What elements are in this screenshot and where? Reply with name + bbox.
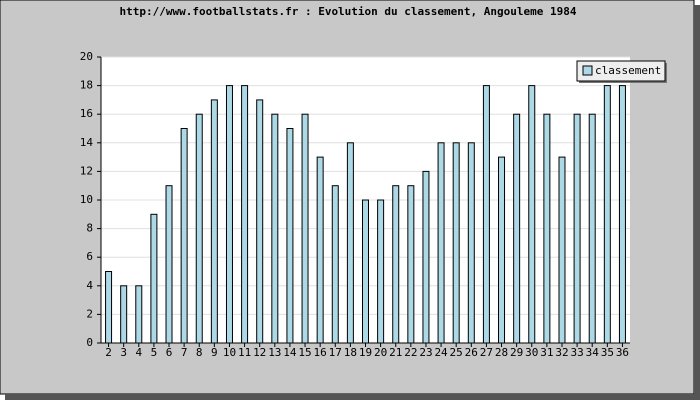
bar: [482, 85, 490, 344]
bar: [346, 142, 354, 344]
bar: [135, 285, 143, 344]
bar: [407, 185, 415, 344]
x-tick-label: 4: [135, 346, 142, 359]
x-tick-label: 20: [374, 346, 387, 359]
y-tick-label: 12: [80, 164, 93, 177]
bar: [603, 85, 611, 344]
x-tick-label: 31: [540, 346, 553, 359]
bar: [392, 185, 400, 344]
bar: [422, 170, 430, 344]
bar: [588, 113, 596, 344]
x-tick-label: 9: [211, 346, 218, 359]
bar: [467, 142, 475, 344]
bar: [271, 113, 279, 344]
y-tick-label: 8: [86, 222, 93, 235]
shadow: [694, 5, 700, 400]
y-tick-label: 0: [86, 336, 93, 349]
bar: [301, 113, 309, 344]
x-tick-label: 24: [434, 346, 448, 359]
x-tick-label: 6: [166, 346, 173, 359]
bar: [362, 199, 369, 344]
x-tick-label: 18: [344, 346, 357, 359]
x-tick-label: 14: [283, 346, 297, 359]
bar: [573, 113, 581, 344]
x-tick-label: 10: [223, 346, 236, 359]
bar: [618, 85, 626, 344]
bar: [558, 156, 566, 344]
y-tick-label: 6: [86, 250, 93, 263]
x-tick-label: 16: [314, 346, 327, 359]
x-tick-label: 19: [359, 346, 372, 359]
y-tick-label: 16: [80, 107, 93, 120]
x-tick-label: 5: [151, 346, 158, 359]
x-tick-label: 35: [601, 346, 614, 359]
bar: [165, 185, 173, 344]
x-tick-label: 22: [404, 346, 417, 359]
chart-title: http://www.footballstats.fr : Evolution …: [120, 5, 577, 18]
y-tick-label: 18: [80, 79, 93, 92]
y-tick-label: 4: [86, 279, 93, 292]
x-tick-label: 15: [298, 346, 311, 359]
bar: [105, 271, 113, 344]
x-tick-label: 26: [465, 346, 478, 359]
x-tick-label: 11: [238, 346, 251, 359]
bar: [452, 142, 460, 344]
x-tick-label: 30: [525, 346, 538, 359]
x-tick-label: 3: [120, 346, 127, 359]
y-tick-label: 20: [80, 50, 93, 63]
bar: [225, 85, 233, 344]
bar: [543, 113, 551, 344]
legend-label: classement: [595, 64, 661, 77]
bar: [377, 199, 385, 344]
y-tick-label: 2: [86, 307, 93, 320]
x-tick-label: 34: [586, 346, 600, 359]
y-tick-label: 14: [80, 136, 94, 149]
bar: [437, 142, 445, 344]
shadow: [5, 394, 700, 400]
x-tick-label: 13: [268, 346, 281, 359]
legend-swatch: [582, 65, 593, 76]
y-tick-label: 10: [80, 193, 93, 206]
bar: [210, 99, 218, 344]
bar: [120, 285, 128, 344]
legend: [576, 60, 666, 82]
x-tick-label: 36: [616, 346, 629, 359]
bar: [195, 113, 203, 344]
bar: [180, 128, 188, 344]
x-tick-label: 17: [329, 346, 342, 359]
x-tick-label: 28: [495, 346, 508, 359]
bar: [316, 156, 324, 344]
x-tick-label: 7: [181, 346, 188, 359]
x-tick-label: 12: [253, 346, 266, 359]
x-tick-label: 33: [570, 346, 583, 359]
x-tick-label: 32: [555, 346, 568, 359]
x-tick-label: 29: [510, 346, 523, 359]
x-tick-label: 25: [450, 346, 463, 359]
bar: [498, 156, 506, 344]
bar: [286, 128, 294, 344]
bar: [150, 213, 158, 344]
x-tick-label: 23: [419, 346, 432, 359]
x-tick-label: 2: [105, 346, 112, 359]
bar: [513, 113, 521, 344]
bar: [528, 85, 536, 344]
bar: [256, 99, 264, 344]
bar: [331, 185, 339, 344]
bar: [241, 85, 249, 344]
x-tick-label: 21: [389, 346, 402, 359]
x-tick-label: 8: [196, 346, 203, 359]
x-tick-label: 27: [480, 346, 493, 359]
